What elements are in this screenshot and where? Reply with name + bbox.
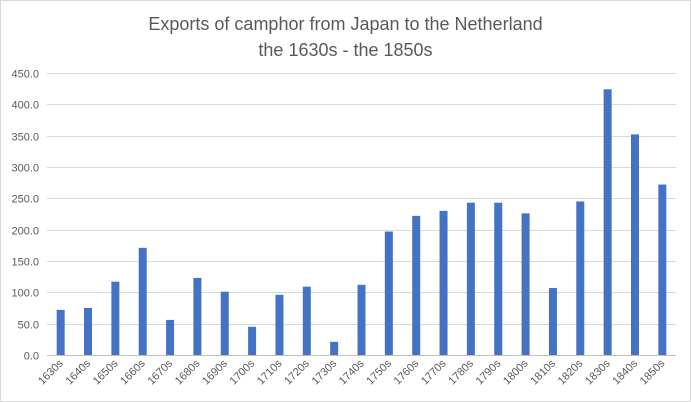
chart-title: Exports of camphor from Japan to the Net… (1, 11, 690, 63)
chart-title-line-2: the 1630s - the 1850s (258, 40, 433, 60)
bar-1820s (576, 201, 585, 355)
x-tick-label: 1730s (310, 357, 340, 387)
x-tick-label: 1700s (228, 357, 258, 387)
bar-1720s (302, 286, 311, 355)
x-tick-label: 1780s (446, 357, 476, 387)
x-tick-label: 1680s (173, 357, 203, 387)
x-tick-label: 1840s (610, 357, 640, 387)
bar-1700s (248, 326, 257, 355)
x-tick-label: 1670s (145, 357, 175, 387)
y-tick-label: 200.0 (11, 226, 39, 238)
y-tick-label: 400.0 (11, 100, 39, 112)
bar-1840s (630, 134, 639, 355)
y-tick-label: 250.0 (11, 194, 39, 206)
x-tick-label: 1770s (419, 357, 449, 387)
bar-1710s (275, 294, 284, 355)
y-tick-label: 300.0 (11, 163, 39, 175)
x-tick-label: 1660s (118, 357, 148, 387)
y-tick-label: 150.0 (11, 257, 39, 269)
x-tick-label: 1690s (200, 357, 230, 387)
bar-1790s (494, 202, 503, 355)
y-tick-label: 350.0 (11, 132, 39, 144)
bar-1690s (220, 291, 229, 355)
x-tick-label: 1750s (364, 357, 394, 387)
y-tick-label: 100.0 (11, 288, 39, 300)
bar-1850s (658, 184, 667, 355)
bar-1740s (357, 284, 366, 355)
bar-1640s (84, 308, 93, 355)
chart-title-line-1: Exports of camphor from Japan to the Net… (148, 14, 543, 34)
bar-1670s (166, 319, 175, 355)
bar-1800s (521, 213, 530, 355)
x-tick-label: 1820s (556, 357, 586, 387)
x-tick-label: 1790s (474, 357, 504, 387)
bar-1760s (412, 215, 421, 355)
bar-1810s (548, 287, 557, 355)
bar-1830s (603, 89, 612, 355)
bar-1780s (466, 202, 475, 355)
bar-1730s (330, 341, 339, 355)
x-tick-label: 1850s (638, 357, 668, 387)
x-tick-label: 1800s (501, 357, 531, 387)
y-tick-label: 50.0 (18, 320, 39, 332)
y-tick-label: 450.0 (11, 69, 39, 81)
bar-1630s (56, 309, 65, 355)
x-tick-label: 1830s (583, 357, 613, 387)
bar-1650s (111, 281, 120, 355)
x-tick-label: 1810s (528, 357, 558, 387)
bar-1680s (193, 277, 202, 355)
bar-1660s (138, 247, 147, 355)
bar-1770s (439, 210, 448, 355)
x-tick-label: 1740s (337, 357, 367, 387)
x-tick-label: 1640s (63, 357, 93, 387)
x-tick-label: 1720s (282, 357, 312, 387)
x-tick-label: 1650s (91, 357, 121, 387)
y-tick-label: 0.0 (24, 351, 39, 363)
x-tick-label: 1630s (36, 357, 66, 387)
bar-1750s (384, 231, 393, 355)
x-tick-label: 1710s (255, 357, 285, 387)
x-tick-label: 1760s (392, 357, 422, 387)
